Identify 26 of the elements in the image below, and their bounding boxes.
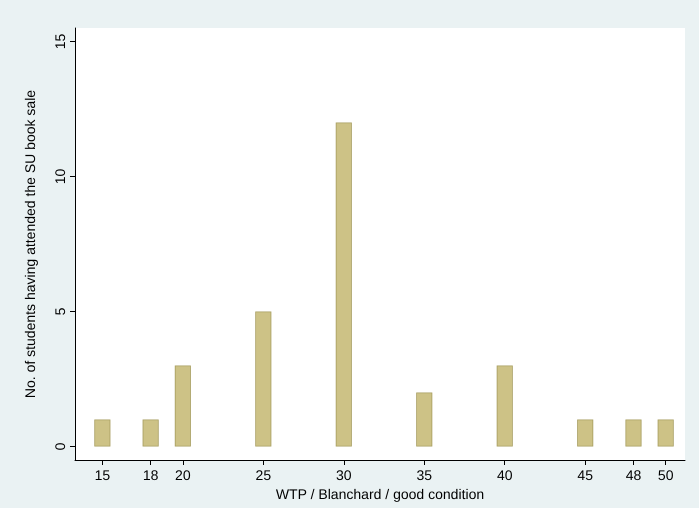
bar — [416, 392, 432, 446]
y-tick-label: 10 — [52, 168, 68, 184]
x-tick-label: 40 — [496, 467, 513, 483]
bar — [625, 420, 642, 446]
x-tick-label: 50 — [658, 467, 674, 483]
bar — [577, 420, 594, 446]
bar — [496, 366, 513, 446]
bar — [174, 366, 191, 446]
x-tick-label: 20 — [175, 467, 191, 483]
x-tick-label: 45 — [577, 467, 594, 483]
x-tick-label: 25 — [256, 467, 272, 483]
bar — [658, 420, 674, 446]
bar — [336, 122, 352, 446]
bar — [94, 420, 110, 446]
bar — [142, 420, 159, 446]
y-tick-label: 15 — [52, 34, 68, 50]
y-tick-label: 5 — [52, 307, 68, 316]
bar — [255, 312, 272, 446]
x-tick-label: 35 — [416, 467, 432, 483]
x-tick-label: 48 — [626, 467, 642, 483]
x-axis-title: WTP / Blanchard / good condition — [276, 486, 484, 502]
x-tick-label: 18 — [142, 467, 159, 483]
x-tick-label: 15 — [94, 467, 110, 483]
y-axis-title: No. of students having attended the SU book sale — [22, 90, 38, 398]
x-tick-label: 30 — [336, 467, 352, 483]
y-tick-label: 0 — [52, 442, 68, 450]
